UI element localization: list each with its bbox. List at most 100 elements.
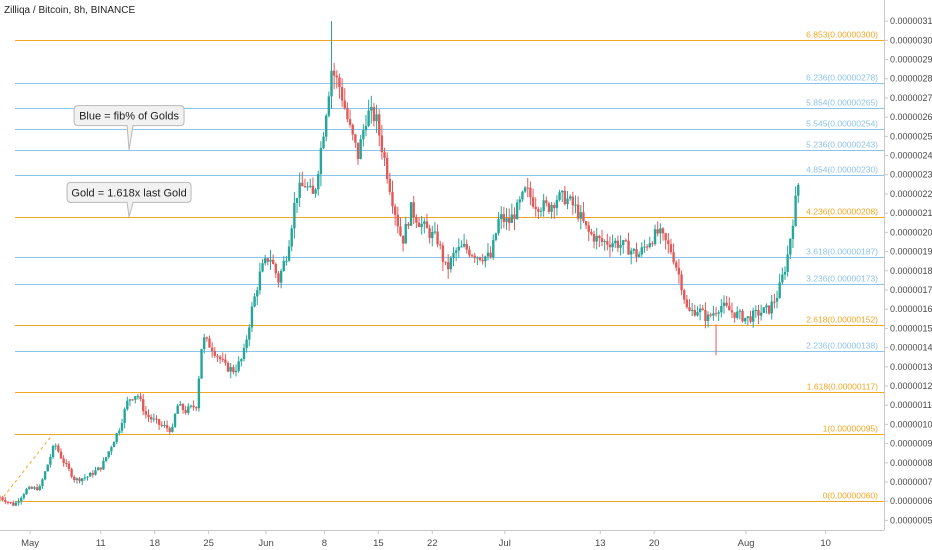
candle-body-79 — [208, 338, 211, 348]
candle-body-247 — [653, 229, 657, 245]
candle-body-268 — [709, 314, 712, 316]
candle-body-7 — [17, 501, 20, 503]
candle-body-239 — [632, 248, 636, 251]
candle-body-122 — [322, 136, 325, 149]
candle-body-4 — [9, 502, 12, 504]
candle-body-134 — [354, 134, 357, 143]
candle-body-228 — [603, 241, 606, 243]
candle-body-118 — [311, 185, 315, 194]
candle-body-283 — [749, 316, 752, 322]
candle-body-11 — [27, 487, 31, 489]
candle-body-287 — [759, 312, 763, 316]
candle-body-196 — [518, 199, 521, 203]
candle-body-216 — [571, 196, 575, 206]
time-axis[interactable]: May 11 18 25 Jun 8 15 22 Jul 13 20 Aug 10 — [21, 530, 831, 549]
candle-body-29 — [75, 478, 79, 481]
candle-body-292 — [773, 301, 776, 303]
candle-body-85 — [224, 359, 227, 363]
candle-body-182 — [481, 259, 484, 262]
x-tick-label-8: Jul — [499, 538, 511, 549]
candle-body-297 — [786, 254, 789, 273]
candle-body-62 — [163, 425, 166, 427]
candle-body-41 — [107, 451, 110, 458]
candle-body-281 — [744, 317, 747, 322]
fib-label-13: 0(0.00000060) — [823, 491, 878, 501]
x-tick-label-9: 13 — [595, 538, 606, 549]
candle-body-77 — [203, 337, 206, 350]
fib-label-2: 5.854(0.00000265) — [806, 98, 878, 108]
candle-body-204 — [539, 210, 543, 212]
candle-body-144 — [380, 135, 384, 153]
candle-body-291 — [770, 301, 773, 314]
candle-body-119 — [314, 189, 317, 194]
candle-body-152 — [401, 235, 405, 244]
callouts: Blue = fib% of Golds Gold = 1.618x last G… — [66, 105, 192, 218]
candle-body-88 — [232, 367, 235, 373]
candle-body-32 — [83, 477, 87, 479]
candle-body-217 — [574, 204, 577, 206]
candle-body-184 — [486, 252, 490, 257]
candles — [0, 21, 800, 507]
candle-body-169 — [446, 262, 450, 270]
candle-body-53 — [139, 396, 142, 400]
candle-body-158 — [417, 222, 421, 228]
candle-body-206 — [545, 200, 548, 204]
candle-body-175 — [462, 244, 466, 247]
candle-body-151 — [399, 226, 402, 236]
callout-text-0: Blue = fib% of Golds — [79, 111, 179, 123]
candle-body-241 — [637, 254, 641, 257]
candle-body-277 — [733, 312, 736, 318]
candle-body-78 — [205, 337, 209, 339]
fib-label-11: 1.618(0.00000117) — [807, 382, 878, 392]
candle-body-218 — [576, 204, 580, 219]
candle-body-91 — [240, 359, 243, 362]
candle-body-284 — [751, 310, 755, 322]
candle-body-38 — [99, 467, 102, 470]
candle-body-8 — [20, 497, 23, 502]
candle-body-177 — [468, 249, 471, 256]
candle-body-237 — [627, 240, 630, 255]
candle-body-68 — [179, 404, 182, 406]
trend-line — [0, 433, 54, 502]
candle-body-187 — [494, 233, 498, 240]
candle-body-166 — [439, 244, 442, 246]
candle-body-95 — [250, 306, 254, 328]
candle-body-82 — [216, 355, 219, 357]
candle-body-173 — [457, 246, 460, 251]
candle-body-42 — [110, 447, 113, 452]
fib-label-5: 4.854(0.00000230) — [806, 165, 878, 175]
candle-body-0 — [0, 497, 2, 499]
candle-body-157 — [415, 217, 418, 223]
candle-body-234 — [619, 245, 622, 248]
candle-body-27 — [70, 468, 73, 477]
candle-body-170 — [449, 257, 453, 270]
candle-body-37 — [96, 467, 100, 471]
candle-body-111 — [293, 203, 296, 229]
candle-body-130 — [343, 100, 346, 109]
candle-body-9 — [22, 494, 26, 498]
candle-body-248 — [656, 229, 659, 234]
candle-body-298 — [789, 238, 792, 255]
candle-body-92 — [242, 348, 246, 360]
candle-body-252 — [667, 240, 670, 245]
candle-body-148 — [391, 192, 394, 207]
candle-body-160 — [423, 221, 426, 224]
candle-body-146 — [385, 157, 389, 179]
candle-body-84 — [221, 359, 224, 361]
candle-body-183 — [484, 256, 487, 262]
candle-body-163 — [431, 231, 434, 239]
candle-body-15 — [38, 486, 41, 491]
candle-body-208 — [550, 205, 553, 212]
candle-body-16 — [41, 479, 44, 487]
candle-body-141 — [372, 107, 376, 122]
candle-body-19 — [49, 457, 52, 465]
x-tick-label-7: 22 — [427, 538, 438, 549]
candle-body-52 — [136, 396, 140, 398]
